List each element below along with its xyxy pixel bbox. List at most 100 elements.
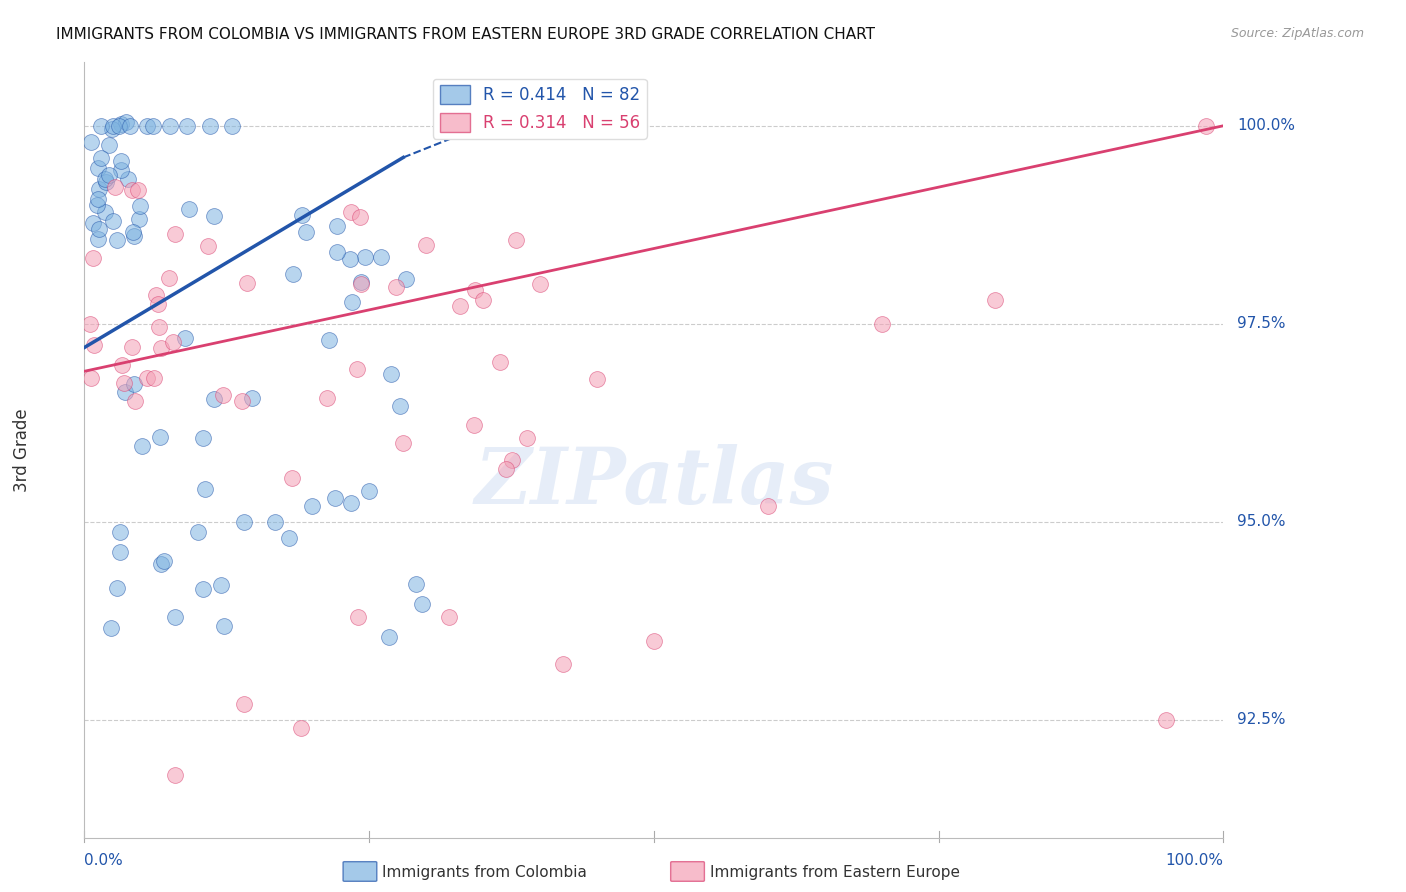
Point: [187, 525, 209, 540]
Point: [221, 119, 243, 133]
Point: [316, 391, 339, 405]
Point: [472, 293, 495, 307]
Point: [87, 161, 110, 175]
Point: [174, 331, 197, 345]
Point: [232, 515, 254, 529]
Point: [162, 334, 184, 349]
Point: [97, 169, 120, 183]
Text: ZIPatlas: ZIPatlas: [474, 444, 834, 520]
Point: [232, 697, 254, 711]
Point: [148, 319, 170, 334]
Point: [339, 252, 361, 266]
Point: [146, 297, 169, 311]
Point: [295, 225, 318, 239]
Point: [104, 179, 127, 194]
Point: [112, 376, 135, 390]
Point: [392, 435, 415, 450]
Point: [124, 229, 146, 244]
Point: [136, 119, 159, 133]
Point: [157, 271, 180, 285]
Text: Source: ZipAtlas.com: Source: ZipAtlas.com: [1230, 27, 1364, 40]
Point: [90, 151, 112, 165]
Point: [128, 199, 150, 213]
Text: 97.5%: 97.5%: [1237, 317, 1285, 331]
Point: [516, 431, 538, 445]
Point: [529, 277, 551, 292]
Point: [501, 453, 523, 467]
Point: [153, 554, 176, 568]
Point: [984, 293, 1007, 307]
Point: [290, 721, 312, 735]
Point: [90, 119, 112, 133]
Point: [301, 499, 323, 513]
Point: [202, 392, 225, 406]
Text: IMMIGRANTS FROM COLOMBIA VS IMMIGRANTS FROM EASTERN EUROPE 3RD GRADE CORRELATION: IMMIGRANTS FROM COLOMBIA VS IMMIGRANTS F…: [56, 27, 876, 42]
Point: [350, 277, 373, 291]
Point: [142, 370, 165, 384]
Point: [586, 372, 609, 386]
Point: [142, 119, 165, 133]
Point: [395, 272, 418, 286]
Point: [1156, 713, 1178, 727]
Point: [346, 361, 368, 376]
Point: [150, 557, 173, 571]
Point: [380, 367, 402, 381]
Point: [159, 119, 181, 133]
Legend: R = 0.414   N = 82, R = 0.314   N = 56: R = 0.414 N = 82, R = 0.314 N = 56: [433, 78, 647, 138]
Point: [437, 609, 460, 624]
Point: [100, 622, 122, 636]
Point: [110, 162, 132, 177]
Point: [370, 250, 392, 264]
Point: [89, 222, 111, 236]
Text: Immigrants from Eastern Europe: Immigrants from Eastern Europe: [710, 865, 960, 880]
Text: Immigrants from Colombia: Immigrants from Colombia: [382, 865, 588, 880]
Point: [291, 208, 314, 222]
Point: [209, 578, 232, 592]
Point: [378, 630, 401, 644]
Point: [405, 576, 427, 591]
Point: [176, 119, 198, 133]
Point: [340, 496, 363, 510]
Point: [415, 237, 437, 252]
Point: [117, 172, 139, 186]
Point: [340, 294, 363, 309]
Text: 100.0%: 100.0%: [1237, 119, 1295, 133]
Point: [149, 341, 172, 355]
Point: [346, 609, 368, 624]
Point: [118, 119, 141, 133]
Point: [449, 299, 471, 313]
Point: [280, 471, 302, 485]
Point: [349, 210, 371, 224]
Point: [149, 430, 172, 444]
Point: [89, 182, 111, 196]
Point: [1195, 119, 1218, 133]
Point: [464, 283, 486, 297]
Point: [235, 276, 257, 290]
Point: [411, 597, 433, 611]
Point: [325, 244, 347, 259]
Point: [325, 219, 347, 234]
Point: [463, 418, 485, 433]
Point: [202, 210, 225, 224]
Point: [495, 461, 517, 475]
Point: [80, 135, 103, 149]
Point: [145, 288, 167, 302]
Point: [389, 399, 412, 413]
Text: 3rd Grade: 3rd Grade: [13, 409, 31, 492]
Point: [177, 202, 200, 217]
Point: [114, 385, 136, 400]
Point: [197, 239, 219, 253]
Point: [194, 483, 217, 497]
Point: [101, 119, 124, 133]
Point: [198, 119, 221, 133]
Point: [86, 198, 108, 212]
Point: [165, 768, 187, 782]
Point: [136, 371, 159, 385]
Point: [86, 192, 108, 206]
Point: [98, 138, 121, 153]
Point: [110, 117, 132, 131]
Point: [240, 391, 263, 405]
Text: 92.5%: 92.5%: [1237, 712, 1285, 727]
Point: [163, 227, 186, 242]
Point: [111, 359, 134, 373]
